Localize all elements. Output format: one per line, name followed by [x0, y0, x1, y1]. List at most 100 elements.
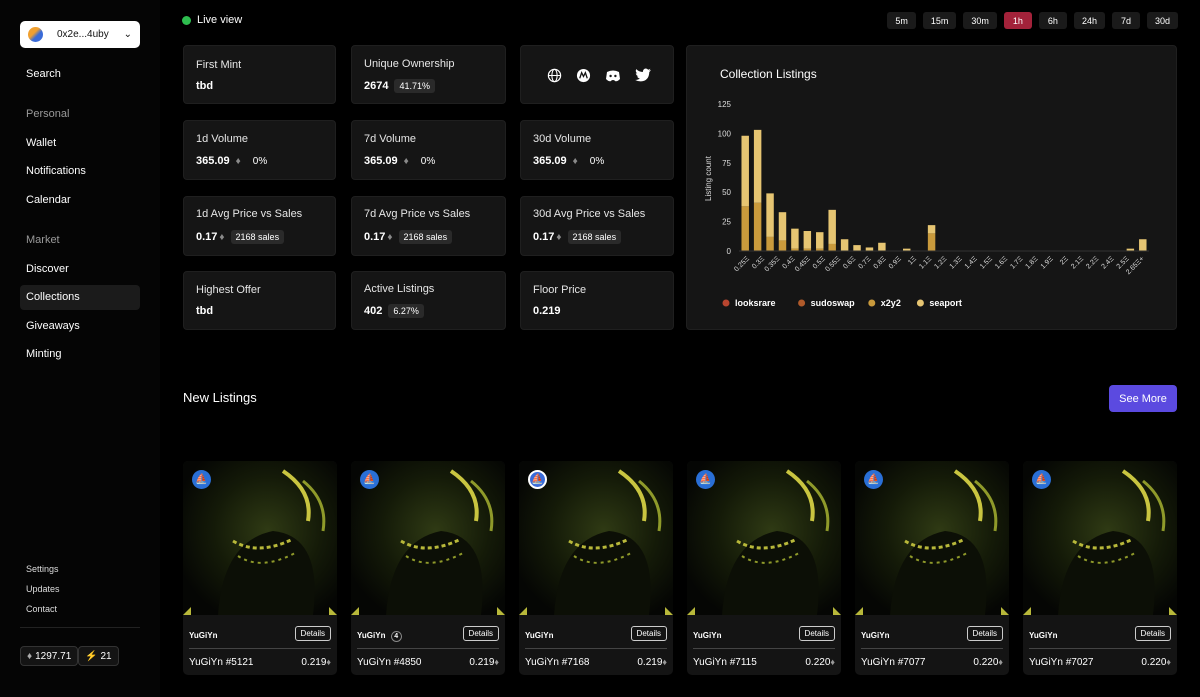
twitter-icon[interactable]	[635, 68, 651, 82]
eth-icon: ♦	[494, 657, 499, 667]
stat-floor-price: Floor Price 0.219	[520, 271, 674, 330]
eth-icon: ♦	[387, 231, 393, 243]
token-name: YuGiYn #7077	[861, 657, 926, 668]
range-tab-30m[interactable]: 30m	[963, 12, 997, 29]
bar-seaport	[853, 245, 861, 251]
bar-seaport	[778, 212, 787, 241]
nav-collections[interactable]: Collections	[26, 291, 80, 303]
details-button[interactable]: Details	[798, 626, 835, 641]
bolt-chip[interactable]: ⚡ 21	[78, 646, 119, 666]
stat-value: tbd	[196, 80, 214, 92]
divider	[357, 648, 499, 649]
stat-avg-price-1d: 1d Avg Price vs Sales 0.17 ♦ 2168 sales	[183, 196, 336, 256]
bar-seaport	[840, 239, 849, 251]
marketplace-badge-icon: ⛵	[864, 470, 883, 489]
listing-card[interactable]: ⛵ YuGiYn Details YuGiYn #7027 0.220♦	[1023, 461, 1177, 675]
stat-volume-7d: 7d Volume 365.09 ♦ 0%	[351, 120, 506, 180]
listing-card[interactable]: ⛵ YuGiYn Details YuGiYn #5121 0.219♦	[183, 461, 337, 675]
stat-label: 30d Volume	[533, 133, 592, 145]
stat-value: 365.09 ♦ 0%	[533, 155, 605, 167]
details-button[interactable]: Details	[966, 626, 1003, 641]
wallet-address: 0x2e...4uby	[57, 29, 109, 40]
x-tick-label: 0.9Ξ	[888, 255, 903, 270]
stat-value: 0.17 ♦ 2168 sales	[196, 230, 285, 244]
x-tick-label: 1.3Ξ	[949, 255, 964, 270]
token-price: 0.220♦	[1141, 657, 1171, 668]
listing-card[interactable]: ⛵ YuGiYn Details YuGiYn #7115 0.220♦	[687, 461, 841, 675]
bar-x2y2	[816, 248, 824, 251]
stat-value: 365.09 ♦ 0%	[364, 155, 436, 167]
eth-icon: ♦	[998, 657, 1003, 667]
bolt-count: 21	[100, 650, 112, 662]
nav-active-highlight	[20, 285, 140, 310]
token-price: 0.220♦	[973, 657, 1003, 668]
bar-x2y2	[753, 202, 762, 251]
eth-icon: ♦	[219, 231, 225, 243]
stat-label: Active Listings	[364, 283, 435, 295]
listing-card[interactable]: ⛵ YuGiYn Details YuGiYn #7168 0.219♦	[519, 461, 673, 675]
nft-image[interactable]: ⛵	[519, 461, 673, 615]
bar-seaport	[741, 135, 749, 207]
nav-giveaways[interactable]: Giveaways	[26, 320, 80, 332]
stat-value: 365.09 ♦ 0%	[196, 155, 268, 167]
details-button[interactable]: Details	[1134, 626, 1171, 641]
footer-settings[interactable]: Settings	[26, 564, 59, 574]
stat-volume-1d: 1d Volume 365.09 ♦ 0%	[183, 120, 336, 180]
bar-x2y2	[778, 240, 787, 251]
footer-contact[interactable]: Contact	[26, 604, 58, 614]
legend-swatch	[722, 299, 730, 307]
listing-card[interactable]: ⛵ YuGiYn Details YuGiYn #7077 0.220♦	[855, 461, 1009, 675]
range-tab-6h[interactable]: 6h	[1038, 12, 1067, 29]
globe-icon[interactable]	[547, 68, 562, 83]
legend-swatch	[798, 299, 806, 307]
range-tab-15m[interactable]: 15m	[922, 12, 957, 29]
marketplace-icon[interactable]	[576, 68, 591, 83]
stat-avg-price-30d: 30d Avg Price vs Sales 0.17 ♦ 2168 sales	[520, 196, 674, 256]
collection-name: YuGiYn	[189, 631, 218, 640]
nav-search[interactable]: Search	[26, 68, 61, 80]
x-tick-label: 0.45Ξ	[794, 255, 812, 273]
nft-image[interactable]: ⛵	[351, 461, 505, 615]
legend-swatch	[868, 299, 876, 307]
range-tab-1h[interactable]: 1h	[1003, 12, 1032, 29]
range-tab-24h[interactable]: 24h	[1073, 12, 1105, 29]
eth-icon: ♦	[572, 155, 578, 167]
discord-icon[interactable]	[605, 68, 621, 83]
bar-seaport	[1139, 239, 1147, 251]
footer-updates[interactable]: Updates	[26, 584, 60, 594]
range-tab-5m[interactable]: 5m	[887, 12, 916, 29]
divider	[525, 648, 667, 649]
stat-label: 1d Volume	[196, 133, 248, 145]
count-badge: 4	[390, 631, 402, 642]
nft-image[interactable]: ⛵	[1023, 461, 1177, 615]
nft-artwork	[687, 469, 841, 615]
nav-discover[interactable]: Discover	[26, 263, 69, 275]
eth-balance-chip[interactable]: ♦ 1297.71	[20, 646, 79, 666]
range-tab-7d[interactable]: 7d	[1111, 12, 1140, 29]
nft-image[interactable]: ⛵	[183, 461, 337, 615]
divider	[189, 648, 331, 649]
y-tick-label: 100	[718, 129, 732, 138]
nav-notifications[interactable]: Notifications	[26, 165, 86, 177]
listing-card[interactable]: ⛵ YuGiYn 4 Details YuGiYn #4850 0.219♦	[351, 461, 505, 675]
stat-value: 402 6.27%	[364, 304, 424, 318]
x-tick-label: 1.1Ξ	[918, 255, 933, 270]
x-tick-label: 0.6Ξ	[842, 255, 857, 270]
nft-image[interactable]: ⛵	[855, 461, 1009, 615]
divider	[861, 648, 1003, 649]
range-tab-30d[interactable]: 30d	[1146, 12, 1178, 29]
section-personal: Personal	[26, 108, 70, 120]
nft-image[interactable]: ⛵	[687, 461, 841, 615]
stat-label: Floor Price	[533, 284, 587, 296]
y-axis-label: Listing count	[704, 155, 713, 201]
details-button[interactable]: Details	[630, 626, 667, 641]
see-more-button[interactable]: See More	[1109, 385, 1177, 412]
nav-calendar[interactable]: Calendar	[26, 194, 71, 206]
divider	[1029, 648, 1171, 649]
nav-wallet[interactable]: Wallet	[26, 137, 57, 149]
details-button[interactable]: Details	[294, 626, 331, 641]
nav-minting[interactable]: Minting	[26, 348, 62, 360]
details-button[interactable]: Details	[462, 626, 499, 641]
wallet-button[interactable]: 0x2e...4uby ⌄	[20, 21, 140, 48]
y-tick-label: 0	[727, 247, 732, 256]
